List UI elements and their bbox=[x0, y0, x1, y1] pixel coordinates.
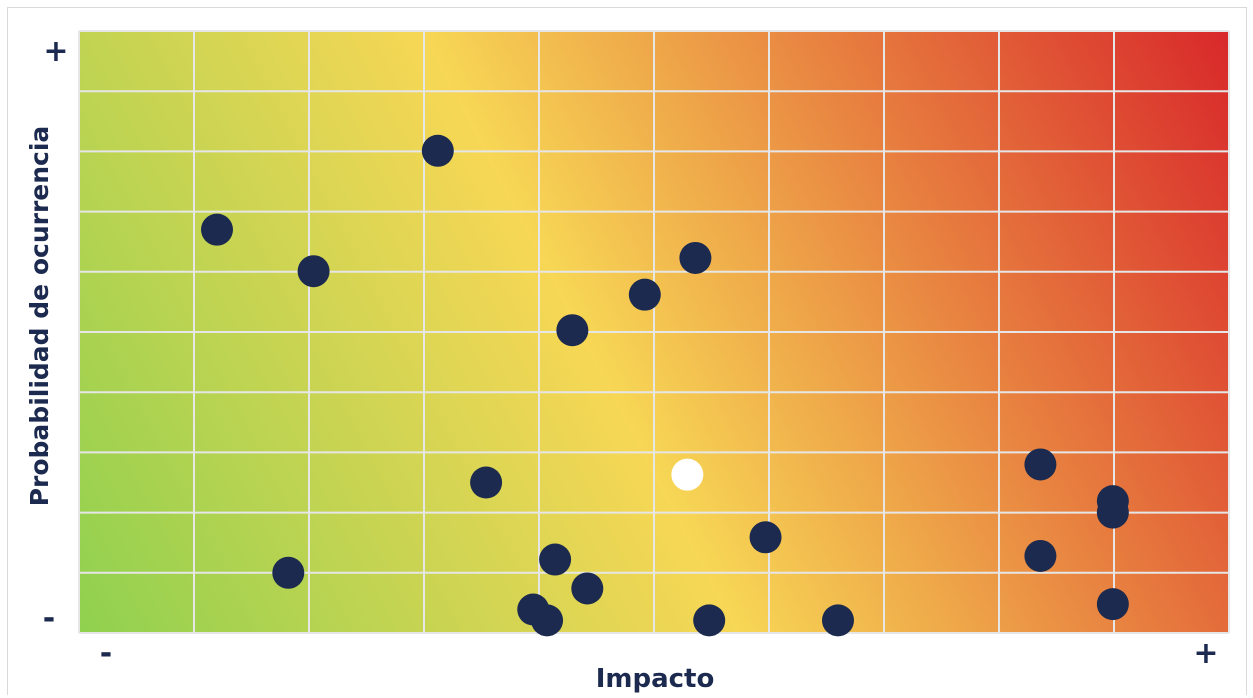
data-point-highlight[interactable] bbox=[671, 458, 704, 491]
data-point[interactable] bbox=[1024, 539, 1057, 572]
y-axis-low-label: - bbox=[43, 601, 55, 636]
data-point[interactable] bbox=[539, 543, 572, 576]
data-point[interactable] bbox=[1096, 496, 1129, 529]
data-point[interactable] bbox=[272, 556, 305, 589]
data-point[interactable] bbox=[571, 572, 604, 605]
data-point[interactable] bbox=[628, 278, 661, 311]
data-point[interactable] bbox=[470, 466, 503, 499]
data-point[interactable] bbox=[1024, 448, 1057, 481]
grid bbox=[78, 30, 1230, 634]
data-point[interactable] bbox=[693, 604, 726, 637]
y-axis-title: Probabilidad de ocurrencia bbox=[25, 126, 54, 507]
x-axis-high-label: + bbox=[1193, 636, 1218, 671]
x-axis-low-label: - bbox=[100, 636, 112, 671]
data-point[interactable] bbox=[297, 255, 330, 288]
x-axis-title: Impacto bbox=[596, 664, 715, 694]
y-axis-high-label: + bbox=[43, 34, 68, 69]
data-point[interactable] bbox=[201, 213, 233, 246]
data-point[interactable] bbox=[822, 604, 854, 637]
data-point[interactable] bbox=[749, 521, 782, 554]
chart-frame bbox=[7, 7, 1247, 695]
data-point[interactable] bbox=[531, 604, 564, 637]
data-point[interactable] bbox=[421, 134, 454, 167]
data-point[interactable] bbox=[556, 314, 589, 347]
data-point[interactable] bbox=[1096, 588, 1129, 621]
data-points bbox=[201, 134, 1129, 637]
data-point[interactable] bbox=[679, 241, 712, 274]
